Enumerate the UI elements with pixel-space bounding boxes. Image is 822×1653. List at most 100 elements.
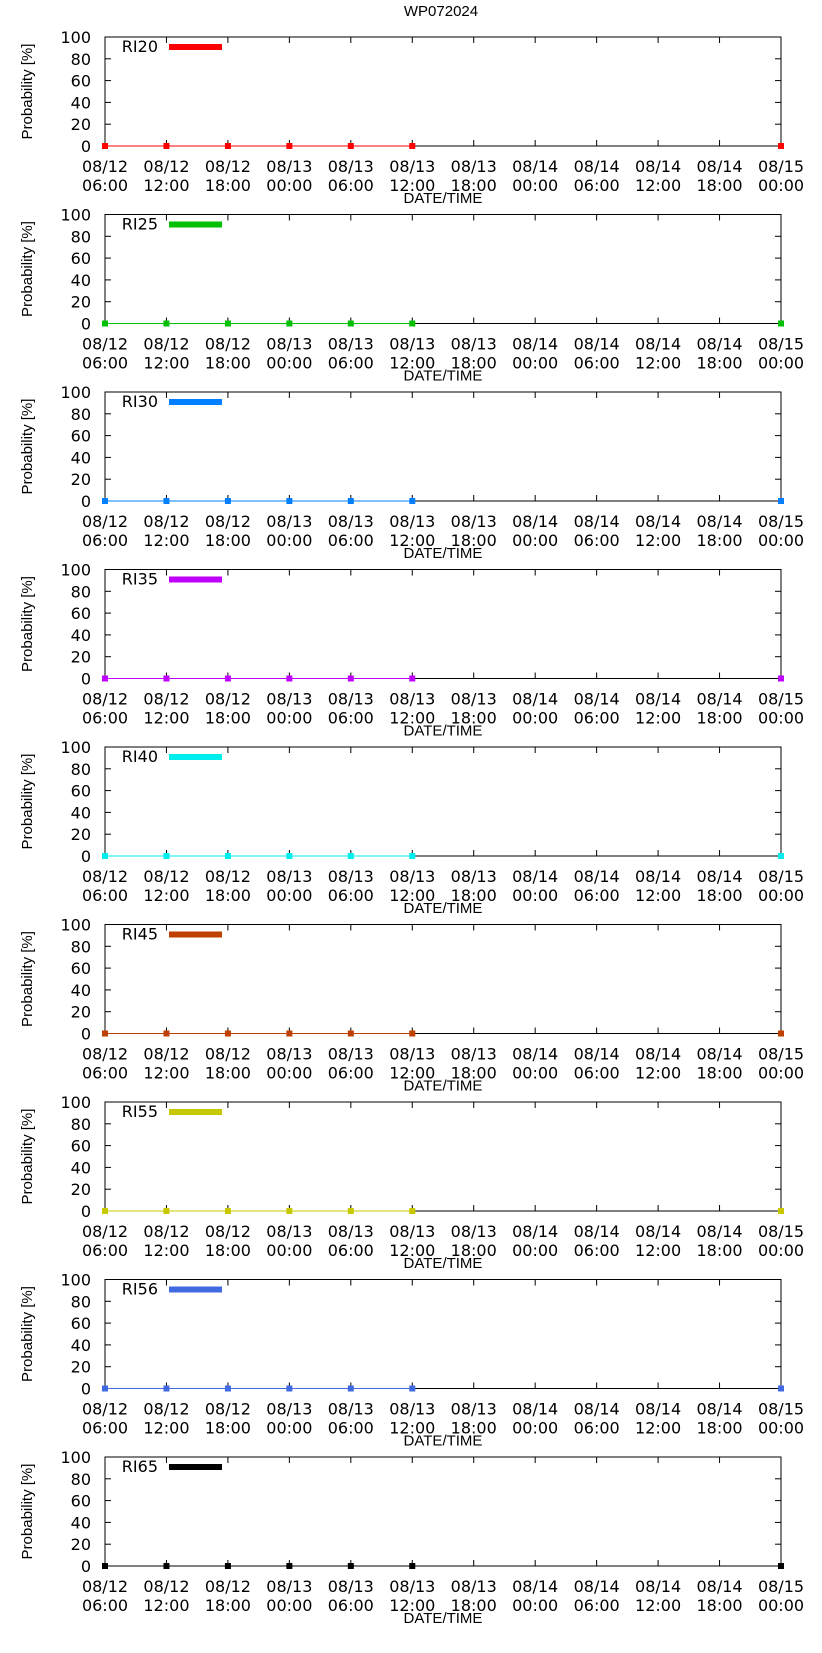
x-tick-label-date: 08/12 xyxy=(82,157,128,176)
y-axis-label: Probability [%] xyxy=(19,576,36,672)
data-point xyxy=(102,1563,108,1569)
x-tick-label-date: 08/14 xyxy=(512,512,558,531)
data-point xyxy=(409,498,416,504)
x-tick-label-time: 06:00 xyxy=(82,176,128,195)
panel-ri45: 02040608010008/1206:0008/1212:0008/1218:… xyxy=(19,916,804,1095)
x-tick-label-date: 08/14 xyxy=(696,1577,742,1596)
data-point xyxy=(286,143,293,149)
x-tick-label-date: 08/12 xyxy=(143,157,189,176)
y-tick-label: 0 xyxy=(81,492,91,511)
x-tick-label-date: 08/12 xyxy=(82,1222,128,1241)
data-point xyxy=(347,1030,354,1037)
data-point xyxy=(163,675,170,682)
legend-label: RI55 xyxy=(122,1102,158,1121)
x-tick-label-date: 08/14 xyxy=(574,1577,620,1596)
y-tick-label: 40 xyxy=(71,803,91,822)
x-tick-label-date: 08/12 xyxy=(205,335,251,354)
y-tick-label: 60 xyxy=(71,72,91,91)
data-point xyxy=(102,143,108,149)
y-axis-label: Probability [%] xyxy=(19,1286,36,1382)
x-tick-label-date: 08/13 xyxy=(328,335,374,354)
x-tick-label-time: 00:00 xyxy=(266,1064,312,1083)
data-point xyxy=(409,320,416,327)
x-tick-label-time: 18:00 xyxy=(696,1064,742,1083)
x-tick-label-date: 08/14 xyxy=(512,1400,558,1419)
panel-ri55: 02040608010008/1206:0008/1212:0008/1218:… xyxy=(19,1093,804,1272)
x-tick-label-time: 06:00 xyxy=(82,709,128,728)
data-point xyxy=(224,675,231,682)
x-tick-label-date: 08/14 xyxy=(635,1222,681,1241)
x-axis-label: DATE/TIME xyxy=(404,1433,483,1450)
y-tick-label: 60 xyxy=(71,782,91,801)
y-axis-label: Probability [%] xyxy=(19,1464,36,1560)
x-tick-label-date: 08/15 xyxy=(758,512,804,531)
y-tick-label: 0 xyxy=(81,1025,91,1044)
y-tick-label: 100 xyxy=(60,738,91,757)
data-point xyxy=(224,1385,231,1392)
data-point xyxy=(102,498,108,504)
data-point xyxy=(778,143,784,149)
x-tick-label-time: 06:00 xyxy=(328,1419,374,1438)
y-tick-label: 40 xyxy=(71,1158,91,1177)
x-tick-label-time: 00:00 xyxy=(266,1596,312,1615)
x-tick-label-date: 08/14 xyxy=(635,1577,681,1596)
x-tick-label-date: 08/14 xyxy=(696,1400,742,1419)
x-tick-label-date: 08/14 xyxy=(574,690,620,709)
y-tick-label: 20 xyxy=(71,1180,91,1199)
x-tick-label-time: 18:00 xyxy=(451,1419,497,1438)
x-tick-label-time: 12:00 xyxy=(635,1064,681,1083)
x-tick-label-time: 18:00 xyxy=(205,1064,251,1083)
x-tick-label-date: 08/12 xyxy=(205,1222,251,1241)
y-tick-label: 80 xyxy=(71,582,91,601)
x-tick-label-time: 12:00 xyxy=(143,709,189,728)
panel-ri65: 02040608010008/1206:0008/1212:0008/1218:… xyxy=(19,1448,804,1627)
panel-ri30: 02040608010008/1206:0008/1212:0008/1218:… xyxy=(19,383,804,562)
x-tick-label-date: 08/14 xyxy=(512,1222,558,1241)
x-tick-label-date: 08/14 xyxy=(635,1400,681,1419)
x-tick-label-time: 18:00 xyxy=(696,1241,742,1260)
x-tick-label-time: 18:00 xyxy=(451,1596,497,1615)
x-tick-label-date: 08/13 xyxy=(328,690,374,709)
x-tick-label-time: 06:00 xyxy=(574,1241,620,1260)
x-tick-label-time: 18:00 xyxy=(205,886,251,905)
x-axis-label: DATE/TIME xyxy=(404,1078,483,1095)
x-tick-label-time: 12:00 xyxy=(389,1064,435,1083)
x-tick-label-date: 08/13 xyxy=(328,867,374,886)
x-tick-label-time: 12:00 xyxy=(635,1419,681,1438)
legend-label: RI45 xyxy=(122,925,158,944)
x-tick-label-time: 18:00 xyxy=(451,886,497,905)
x-tick-label-date: 08/14 xyxy=(574,1045,620,1064)
x-axis-label: DATE/TIME xyxy=(404,900,483,917)
x-tick-label-time: 18:00 xyxy=(205,1241,251,1260)
x-tick-label-time: 06:00 xyxy=(574,531,620,550)
x-tick-label-date: 08/13 xyxy=(451,335,497,354)
y-tick-label: 100 xyxy=(60,561,91,580)
data-point xyxy=(224,498,231,504)
x-tick-label-time: 12:00 xyxy=(143,1064,189,1083)
x-tick-label-time: 06:00 xyxy=(82,1419,128,1438)
x-tick-label-time: 06:00 xyxy=(82,886,128,905)
legend-label: RI20 xyxy=(122,37,158,56)
data-point xyxy=(224,320,231,327)
y-tick-label: 20 xyxy=(71,1535,91,1554)
x-tick-label-date: 08/15 xyxy=(758,157,804,176)
x-tick-label-date: 08/13 xyxy=(389,867,435,886)
x-tick-label-time: 00:00 xyxy=(758,1596,804,1615)
y-axis-label: Probability [%] xyxy=(19,754,36,850)
y-tick-label: 40 xyxy=(71,626,91,645)
x-tick-label-time: 18:00 xyxy=(451,709,497,728)
x-tick-label-time: 00:00 xyxy=(512,176,558,195)
x-tick-label-date: 08/15 xyxy=(758,335,804,354)
data-point xyxy=(347,675,354,682)
x-tick-label-time: 12:00 xyxy=(389,354,435,373)
y-tick-label: 100 xyxy=(60,1271,91,1290)
x-tick-label-time: 06:00 xyxy=(328,1241,374,1260)
x-tick-label-date: 08/14 xyxy=(635,1045,681,1064)
x-tick-label-date: 08/14 xyxy=(635,335,681,354)
x-tick-label-time: 12:00 xyxy=(635,531,681,550)
x-tick-label-date: 08/12 xyxy=(143,867,189,886)
x-axis-label: DATE/TIME xyxy=(404,545,483,562)
data-point xyxy=(409,675,416,682)
x-tick-label-date: 08/13 xyxy=(451,1400,497,1419)
x-axis-label: DATE/TIME xyxy=(404,1255,483,1272)
